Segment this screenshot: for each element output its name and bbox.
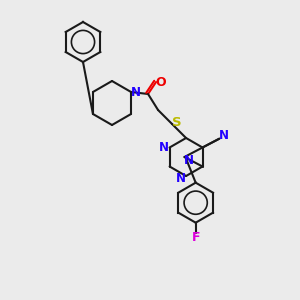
Text: N: N bbox=[159, 141, 169, 154]
Text: S: S bbox=[172, 116, 182, 128]
Text: O: O bbox=[156, 76, 167, 88]
Text: F: F bbox=[191, 231, 200, 244]
Text: N: N bbox=[131, 85, 141, 98]
Text: N: N bbox=[219, 129, 229, 142]
Text: N: N bbox=[184, 154, 194, 167]
Text: N: N bbox=[176, 172, 186, 184]
